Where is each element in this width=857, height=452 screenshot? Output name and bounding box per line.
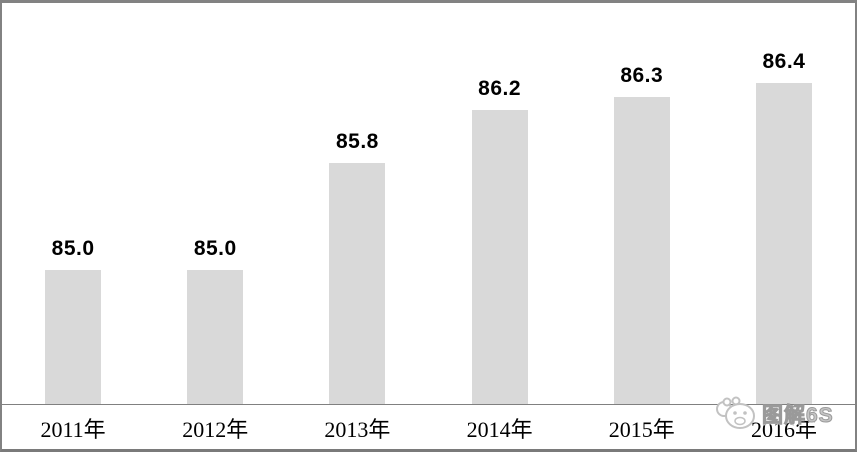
bar-value-label: 86.2 <box>478 76 522 100</box>
bar-column: 86.4 <box>713 3 855 404</box>
bar-column: 85.0 <box>144 3 286 404</box>
bar-value-label: 85.8 <box>335 130 379 154</box>
x-axis-label: 2011年 <box>40 417 106 442</box>
bar-value-label: 85.0 <box>51 237 95 261</box>
bar-chart-plot-area: 85.0 85.0 85.8 86.2 86.3 86.4 <box>2 3 855 405</box>
x-axis-label: 2014年 <box>466 417 533 442</box>
x-axis-label: 2016年 <box>750 417 817 442</box>
bar-value-label: 86.3 <box>620 63 664 87</box>
bar <box>45 270 102 404</box>
bar <box>329 163 386 404</box>
bar-column: 86.3 <box>571 3 713 404</box>
bar-value-label: 85.0 <box>193 237 237 261</box>
bar <box>187 270 244 404</box>
bar <box>755 83 812 404</box>
bar-value-label: 86.4 <box>762 50 806 74</box>
x-axis-labels-row: 2011年 2012年 2013年 2014年 2015年 2016年 <box>2 406 855 449</box>
bar-column: 85.8 <box>286 3 428 404</box>
x-axis-label: 2015年 <box>608 417 675 442</box>
bar-column: 86.2 <box>429 3 571 404</box>
bar <box>613 96 670 404</box>
x-axis-label: 2013年 <box>324 417 391 442</box>
x-axis-label: 2012年 <box>182 417 249 442</box>
bar-column: 85.0 <box>2 3 144 404</box>
bar <box>471 109 528 404</box>
